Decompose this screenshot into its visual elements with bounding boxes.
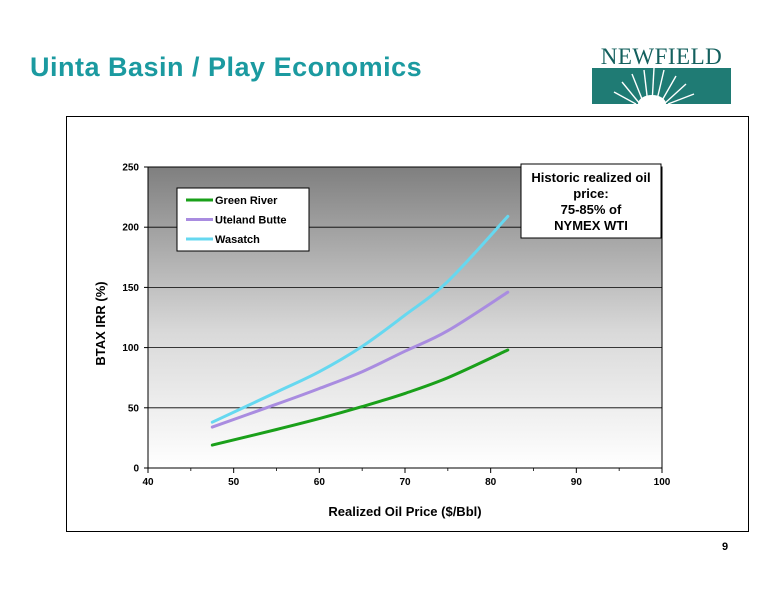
x-axis-title: Realized Oil Price ($/Bbl) — [328, 504, 481, 519]
note-line: 75-85% of — [561, 202, 622, 217]
sunburst-icon — [613, 68, 695, 104]
x-tick-label: 40 — [142, 477, 154, 488]
series-line-uteland-butte — [210, 290, 510, 429]
x-tick-label: 90 — [571, 477, 583, 488]
note-box — [520, 163, 662, 239]
legend-label-wasatch: Wasatch — [215, 234, 260, 246]
note-line: Historic realized oil — [531, 170, 650, 185]
series-line-wasatch — [210, 214, 510, 424]
y-tick-label: 200 — [122, 223, 139, 234]
y-tick-label: 50 — [128, 403, 140, 414]
newfield-logo: NEWFIELD — [592, 44, 731, 104]
series-line-green-river — [210, 348, 510, 447]
x-tick-label: 70 — [399, 477, 411, 488]
y-tick-label: 0 — [133, 464, 139, 475]
legend-label-green-river: Green River — [215, 195, 278, 207]
chart-frame: 0 50 100 150 200 250 40 50 60 70 80 90 100 Realized … — [66, 116, 749, 532]
x-tick-label: 100 — [654, 477, 671, 488]
irr-line-chart: 0 50 100 150 200 250 40 50 60 70 80 90 100 Realized … — [93, 163, 671, 520]
y-tick-label: 150 — [122, 283, 139, 294]
x-tick-label: 50 — [228, 477, 240, 488]
page-title: Uinta Basin / Play Economics — [30, 52, 423, 82]
y-tick-label: 250 — [122, 163, 139, 174]
note-line: price: — [573, 186, 608, 201]
y-tick-label: 100 — [122, 343, 139, 354]
logo-sunburst — [592, 68, 731, 104]
legend: Green River Uteland Butte Wasatch — [176, 187, 310, 252]
note-line: NYMEX WTI — [554, 218, 628, 233]
y-axis-title: BTAX IRR (%) — [93, 281, 108, 365]
logo-wordmark: NEWFIELD — [600, 44, 723, 69]
x-tick-label: 80 — [485, 477, 497, 488]
page-number: 9 — [722, 541, 729, 553]
x-tick-label: 60 — [314, 477, 326, 488]
legend-label-uteland-butte: Uteland Butte — [215, 215, 287, 227]
